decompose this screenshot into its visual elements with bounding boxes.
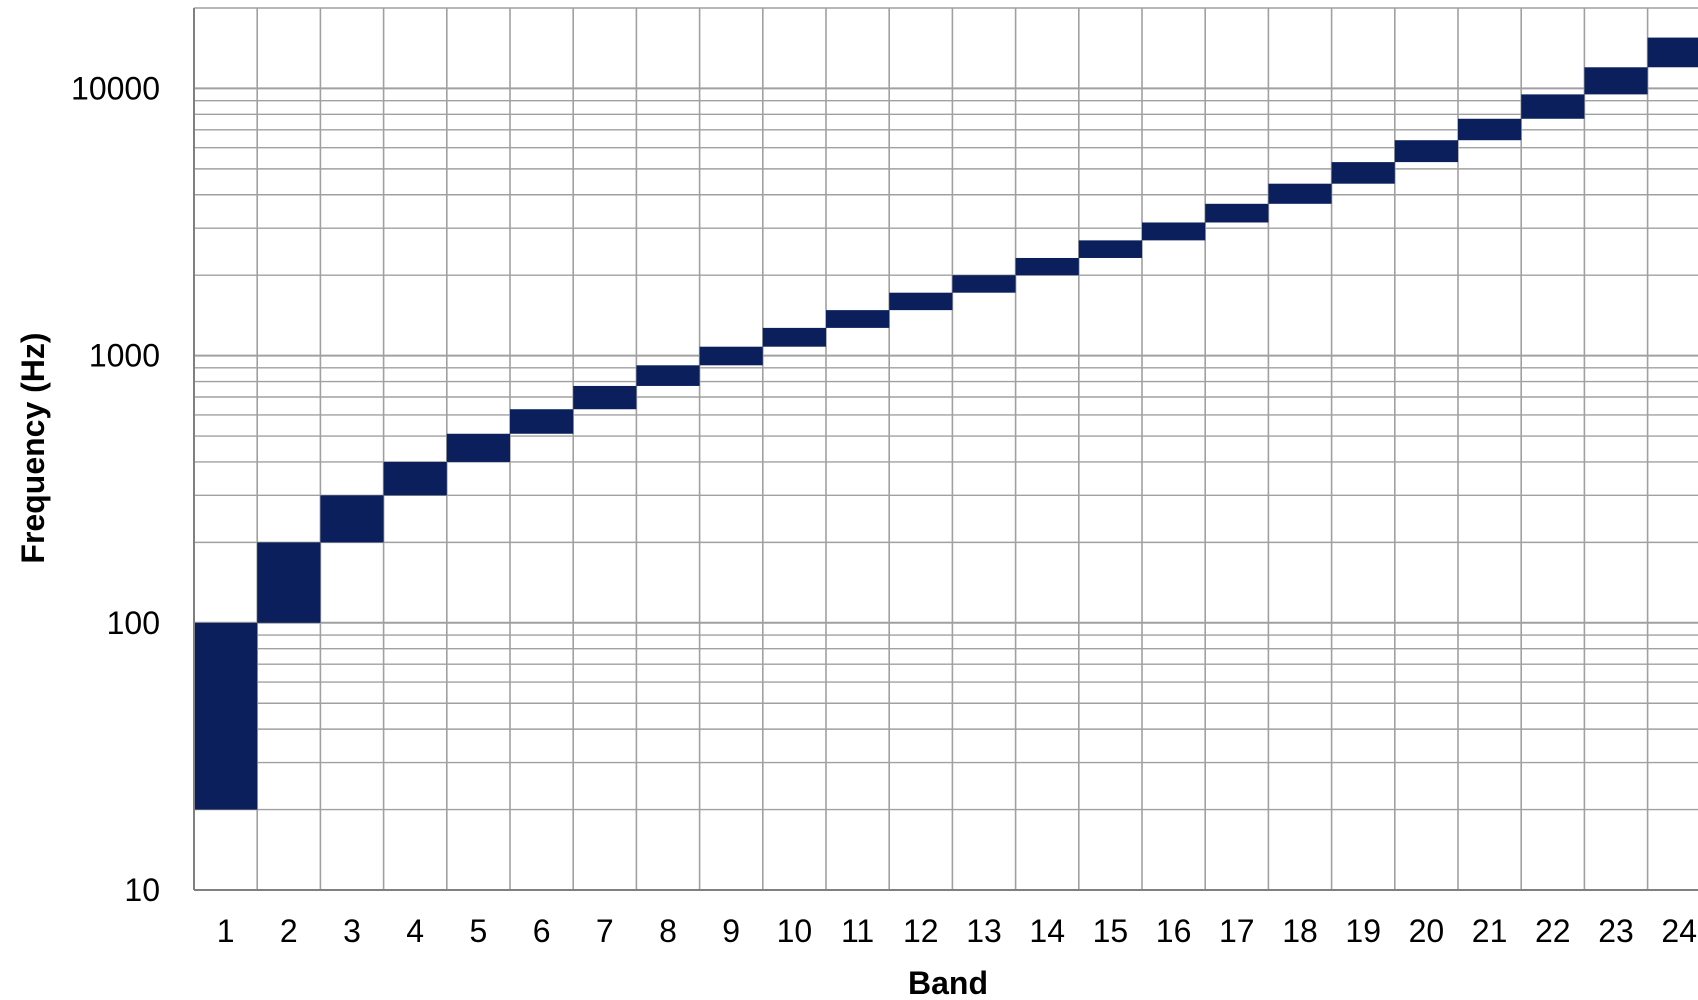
x-tick-label: 16 [1156,913,1192,949]
bar-band-13 [952,275,1016,293]
bars [194,37,1698,810]
x-tick-label: 7 [596,913,614,949]
x-tick-label: 15 [1093,913,1129,949]
y-tick-label: 1000 [89,338,160,374]
x-tick-label: 2 [280,913,298,949]
bar-band-20 [1394,140,1458,163]
plot-frame [193,8,1698,891]
bar-band-17 [1205,203,1269,223]
x-tick-label: 17 [1219,913,1255,949]
y-tick-label: 10 [124,872,160,908]
x-tick-label: 13 [966,913,1002,949]
x-tick-label: 20 [1409,913,1445,949]
bar-band-12 [889,292,953,311]
bar-band-4 [383,461,447,496]
bar-band-18 [1268,183,1332,204]
y-tick-labels: 10 100 1000 10000 [71,70,160,908]
bar-band-22 [1521,94,1585,119]
x-tick-label: 19 [1345,913,1381,949]
x-tick-label: 8 [659,913,677,949]
x-tick-labels: 1 2 3 4 5 6 7 8 9 10 11 12 13 14 15 16 17 18 19 20 21 22 23 24 [217,913,1697,949]
x-tick-label: 11 [841,913,874,949]
grid-lines [193,7,1698,891]
bar-band-11 [826,310,890,328]
bar-band-6 [510,409,574,434]
x-axis-title: Band [908,965,988,1000]
x-tick-label: 1 [217,913,235,949]
x-tick-label: 4 [406,913,424,949]
bar-band-15 [1078,240,1142,258]
bar-band-19 [1331,162,1395,184]
bar-band-16 [1142,222,1206,241]
bar-band-9 [699,346,763,366]
bar-band-7 [573,385,637,410]
bar-band-3 [320,495,384,543]
x-tick-label: 21 [1472,913,1508,949]
x-tick-label: 23 [1598,913,1634,949]
x-tick-label: 10 [777,913,813,949]
bar-band-14 [1015,257,1079,276]
y-axis-title: Frequency (Hz) [15,332,51,563]
bar-band-1 [194,622,258,810]
x-tick-label: 5 [470,913,488,949]
x-tick-label: 22 [1535,913,1571,949]
bar-band-24 [1647,37,1698,68]
y-tick-label: 100 [107,605,160,641]
x-tick-label: 24 [1661,913,1697,949]
x-tick-label: 9 [722,913,740,949]
bar-band-2 [257,542,321,623]
bar-band-5 [446,433,510,462]
x-tick-label: 6 [533,913,551,949]
bar-band-10 [762,327,826,347]
bar-band-8 [636,365,700,386]
bar-band-23 [1584,67,1648,95]
y-tick-label: 10000 [71,70,160,106]
x-tick-label: 14 [1029,913,1065,949]
x-tick-label: 3 [343,913,361,949]
bar-band-21 [1458,118,1522,141]
x-tick-label: 18 [1282,913,1318,949]
x-tick-label: 12 [903,913,939,949]
